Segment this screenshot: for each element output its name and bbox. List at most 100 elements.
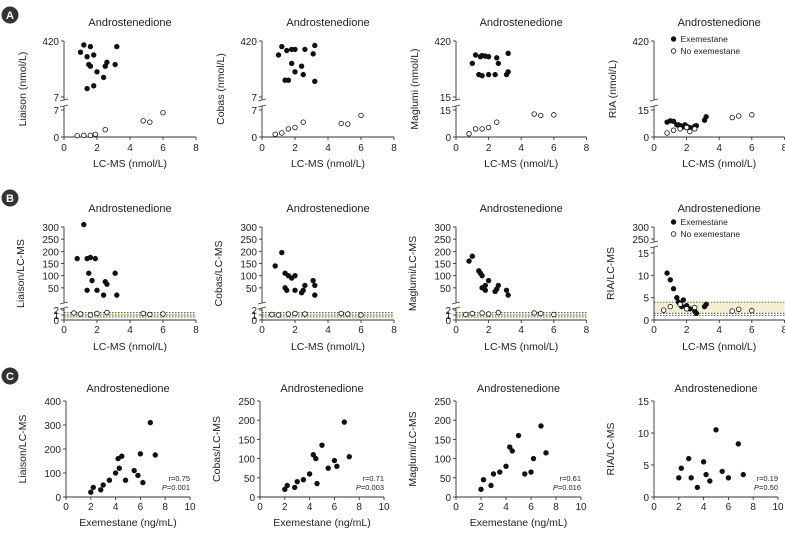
data-point [509, 448, 515, 454]
data-point [334, 463, 340, 469]
point-exemestane [485, 53, 492, 60]
x-tick-label: 6 [160, 143, 166, 154]
x-tick-label: 2 [486, 143, 492, 154]
y-tick-label: 1 [445, 311, 451, 322]
x-tick-label: 6 [749, 143, 755, 154]
x-tick-label: 0 [63, 502, 69, 513]
legend-marker-filled [670, 36, 677, 42]
point-exemestane [505, 50, 511, 57]
x-tick-label: 8 [193, 325, 199, 336]
x-tick-label: 10 [184, 502, 196, 513]
point-exemestane [485, 71, 492, 78]
data-point [331, 457, 338, 464]
x-tick-label: 2 [292, 325, 298, 336]
point-exemestane [703, 114, 709, 120]
data-point [116, 465, 123, 471]
point-exemestane [479, 272, 485, 279]
point-exemestane [92, 255, 99, 262]
y-tick-label: 2 [53, 306, 59, 317]
x-tick-label: 8 [391, 143, 397, 154]
panel-letter-text: B [6, 193, 14, 205]
point-exemestane [693, 310, 700, 316]
point-no-exemestane [285, 311, 292, 317]
y-axis-label: RIA/LC-MS [605, 247, 617, 300]
data-point [694, 484, 701, 491]
legend-marker-open [670, 48, 677, 54]
panel-letter-c: C [1, 367, 19, 385]
x-tick-label: 8 [356, 502, 362, 513]
y-tick-label: 150 [434, 435, 451, 446]
point-exemestane [302, 282, 308, 289]
point-no-exemestane [485, 311, 492, 317]
x-tick-label: 2 [676, 502, 682, 513]
x-tick-label: 8 [553, 502, 559, 513]
data-point [528, 469, 534, 475]
point-exemestane [89, 277, 95, 284]
point-exemestane [479, 73, 485, 79]
axis-break-mark [451, 306, 461, 310]
y-tick-label: 50 [48, 284, 60, 295]
point-exemestane [485, 277, 492, 284]
point-exemestane [104, 59, 110, 65]
point-exemestane [466, 258, 472, 264]
x-tick-label: 0 [257, 502, 263, 513]
axis-break-mark [257, 98, 267, 102]
y-axis-label: Maglumi/LC-MS [407, 236, 419, 311]
data-point [115, 455, 121, 462]
chart-title: Androstenedione [88, 203, 171, 215]
x-tick-label: 8 [584, 325, 590, 336]
point-no-exemestane [692, 304, 698, 311]
legend-marker-open [670, 231, 677, 237]
axis-break-mark [649, 240, 659, 244]
y-tick-label: 250 [434, 235, 451, 246]
y-tick-label: 5 [643, 461, 649, 472]
data-point [490, 471, 497, 477]
y-tick-label: 50 [246, 284, 258, 295]
x-tick-label: 4 [127, 143, 133, 154]
chart-title: Androstenedione [86, 383, 169, 395]
y-axis-label: RIA (nmol/L) [607, 60, 619, 118]
x-tick-label: 2 [478, 502, 484, 513]
point-exemestane [112, 61, 118, 68]
point-exemestane [703, 301, 709, 308]
p-value: =0.001 [167, 483, 190, 492]
data-point [522, 471, 528, 477]
y-tick-label: 100 [240, 272, 257, 283]
y-tick-label: 200 [434, 247, 451, 258]
y-tick-label: 7 [251, 93, 257, 104]
data-point [688, 475, 694, 481]
point-no-exemestane [531, 111, 537, 117]
point-no-exemestane [300, 119, 306, 125]
x-tick-label: 6 [332, 502, 338, 513]
point-no-exemestane [87, 312, 94, 318]
panel-letter-badge [1, 6, 19, 24]
x-tick-label: 8 [193, 143, 199, 154]
y-tick-label: 250 [240, 235, 257, 246]
y-tick-label: 250 [42, 235, 59, 246]
point-exemestane [298, 63, 305, 69]
x-tick-label: 2 [88, 502, 94, 513]
data-point [713, 427, 719, 433]
data-point [703, 471, 709, 478]
point-no-exemestane [160, 109, 166, 116]
axis-break-mark [59, 306, 69, 310]
y-tick-label: 15 [638, 249, 650, 260]
point-no-exemestane [147, 119, 153, 125]
point-exemestane [670, 286, 677, 292]
legend-label-no-exemestane: No exemestane [681, 229, 741, 239]
point-exemestane [112, 270, 118, 276]
point-no-exemestane [81, 132, 87, 139]
y-tick-label: 10 [638, 271, 650, 282]
chart-c4: Androstenedione 0 5 10 15 0 2 4 6 8 10 RIA/LC-MS r=0… [605, 383, 784, 513]
y-axis-label: RIA/LC-MS [605, 422, 617, 475]
point-no-exemestane [338, 120, 344, 127]
y-axis-label: Cobas/LC-MS [211, 416, 223, 482]
axis-break-mark [649, 245, 659, 249]
point-no-exemestane [531, 310, 537, 316]
point-no-exemestane [538, 310, 544, 317]
x-tick-label: 4 [716, 325, 722, 336]
point-no-exemestane [495, 309, 502, 316]
